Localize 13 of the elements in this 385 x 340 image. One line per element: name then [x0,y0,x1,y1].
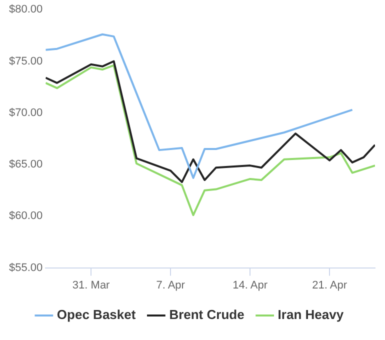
x-tick-label: 14. Apr [232,279,268,292]
x-tick-label: 21. Apr [312,279,348,292]
y-tick-label: $65.00 [8,158,43,171]
y-tick-label: $75.00 [8,55,43,68]
y-tick-label: $80.00 [8,4,43,16]
x-tick-label: 7. Apr [156,279,186,292]
legend-label: Opec Basket [56,307,136,322]
y-tick-label: $60.00 [8,210,43,222]
legend-label: Brent Crude [169,307,244,322]
y-tick-label: $70.00 [8,106,43,119]
x-tick-label: 31. Mar [72,279,110,292]
legend-label: Iran Heavy [278,307,344,322]
y-tick-label: $55.00 [8,262,43,274]
